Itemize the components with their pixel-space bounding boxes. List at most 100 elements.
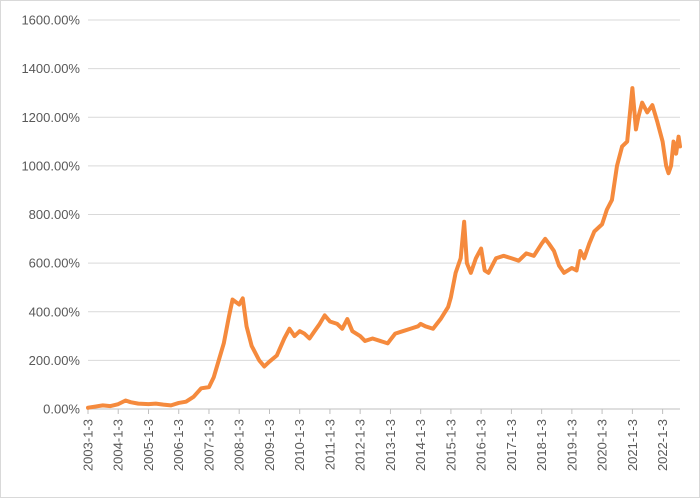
data-point [351, 330, 354, 333]
data-point [459, 257, 462, 260]
data-point [336, 323, 339, 325]
data-point [483, 269, 486, 272]
data-point [417, 325, 419, 328]
data-point [288, 327, 291, 330]
data-point [454, 272, 457, 274]
data-point [432, 327, 434, 330]
x-tick-label: 2020-1-3 [595, 419, 610, 471]
data-point [447, 306, 449, 308]
x-tick-label: 2013-1-3 [383, 419, 398, 471]
data-point [359, 335, 361, 337]
data-point [601, 223, 603, 226]
data-point [661, 140, 664, 143]
data-point [495, 257, 497, 260]
data-point [626, 140, 628, 143]
x-tick-label: 2019-1-3 [564, 419, 579, 471]
data-point [394, 332, 396, 335]
data-point [329, 320, 331, 323]
data-point [510, 257, 513, 260]
data-point [641, 101, 643, 104]
data-point [313, 330, 316, 333]
x-axis-tick-labels: 2003-1-3 2004-1-3 2005-1-3 2006-1-3 2007-1-3… [81, 419, 671, 471]
data-point [665, 165, 667, 167]
series-layer [86, 86, 682, 410]
data-point [231, 298, 234, 301]
data-point [177, 402, 180, 404]
data-point [533, 255, 535, 257]
data-point [117, 403, 120, 405]
x-tick-label: 2011-1-3 [322, 419, 337, 470]
data-point [558, 264, 560, 267]
data-point [147, 403, 150, 405]
data-point [401, 330, 404, 333]
data-point [155, 402, 157, 405]
data-point [616, 165, 618, 167]
data-point [364, 340, 366, 342]
data-point [677, 135, 680, 138]
x-tick-label: 2018-1-3 [534, 419, 549, 471]
y-tick-label: 800.00% [29, 207, 81, 222]
data-point [575, 269, 578, 272]
x-tick-label: 2022-1-3 [655, 419, 670, 471]
data-point [162, 403, 165, 406]
data-point [675, 152, 677, 155]
data-point [646, 111, 649, 114]
data-point [409, 327, 412, 330]
data-point [631, 87, 634, 89]
data-point [563, 272, 565, 274]
data-point [588, 242, 591, 245]
data-point [466, 262, 468, 264]
data-point [502, 255, 505, 257]
data-point [308, 337, 311, 340]
data-point [341, 327, 344, 330]
y-tick-label: 400.00% [29, 304, 81, 319]
x-tick-label: 2009-1-3 [262, 419, 277, 471]
x-tick-label: 2021-1-3 [625, 419, 640, 471]
data-point [192, 396, 195, 398]
y-tick-label: 200.00% [29, 353, 81, 368]
data-point [371, 337, 374, 340]
data-point [553, 250, 555, 252]
data-point [241, 297, 244, 300]
data-point [463, 220, 465, 223]
y-tick-label: 0.00% [43, 402, 80, 417]
data-point [170, 404, 172, 407]
x-tick-label: 2007-1-3 [201, 419, 216, 471]
data-point [222, 342, 225, 345]
data-point [303, 332, 306, 335]
data-point [670, 165, 672, 167]
data-point [293, 335, 296, 337]
data-point [475, 257, 477, 260]
y-tick-label: 1400.00% [21, 61, 80, 76]
data-point [245, 325, 248, 328]
data-point [386, 342, 389, 345]
x-tick-label: 2004-1-3 [111, 419, 126, 471]
data-point [250, 344, 253, 347]
data-point [487, 272, 490, 274]
data-point [129, 401, 132, 403]
data-point [593, 230, 596, 233]
data-point [238, 303, 240, 306]
data-point [611, 199, 613, 201]
data-point [275, 354, 278, 357]
data-point [424, 325, 427, 328]
data-point [517, 259, 520, 262]
data-point [540, 242, 543, 245]
y-tick-label: 600.00% [29, 256, 81, 271]
data-point [379, 340, 381, 342]
series-line [86, 86, 682, 410]
data-point [124, 399, 127, 402]
data-point [667, 172, 670, 174]
data-point [263, 365, 266, 368]
data-point [389, 338, 392, 341]
data-point [544, 238, 547, 240]
x-tick-label: 2015-1-3 [443, 419, 458, 471]
data-point [679, 145, 681, 148]
data-point [94, 405, 97, 408]
data-point [258, 359, 261, 362]
data-point [637, 116, 640, 119]
data-point [439, 318, 442, 320]
data-point [672, 140, 675, 143]
